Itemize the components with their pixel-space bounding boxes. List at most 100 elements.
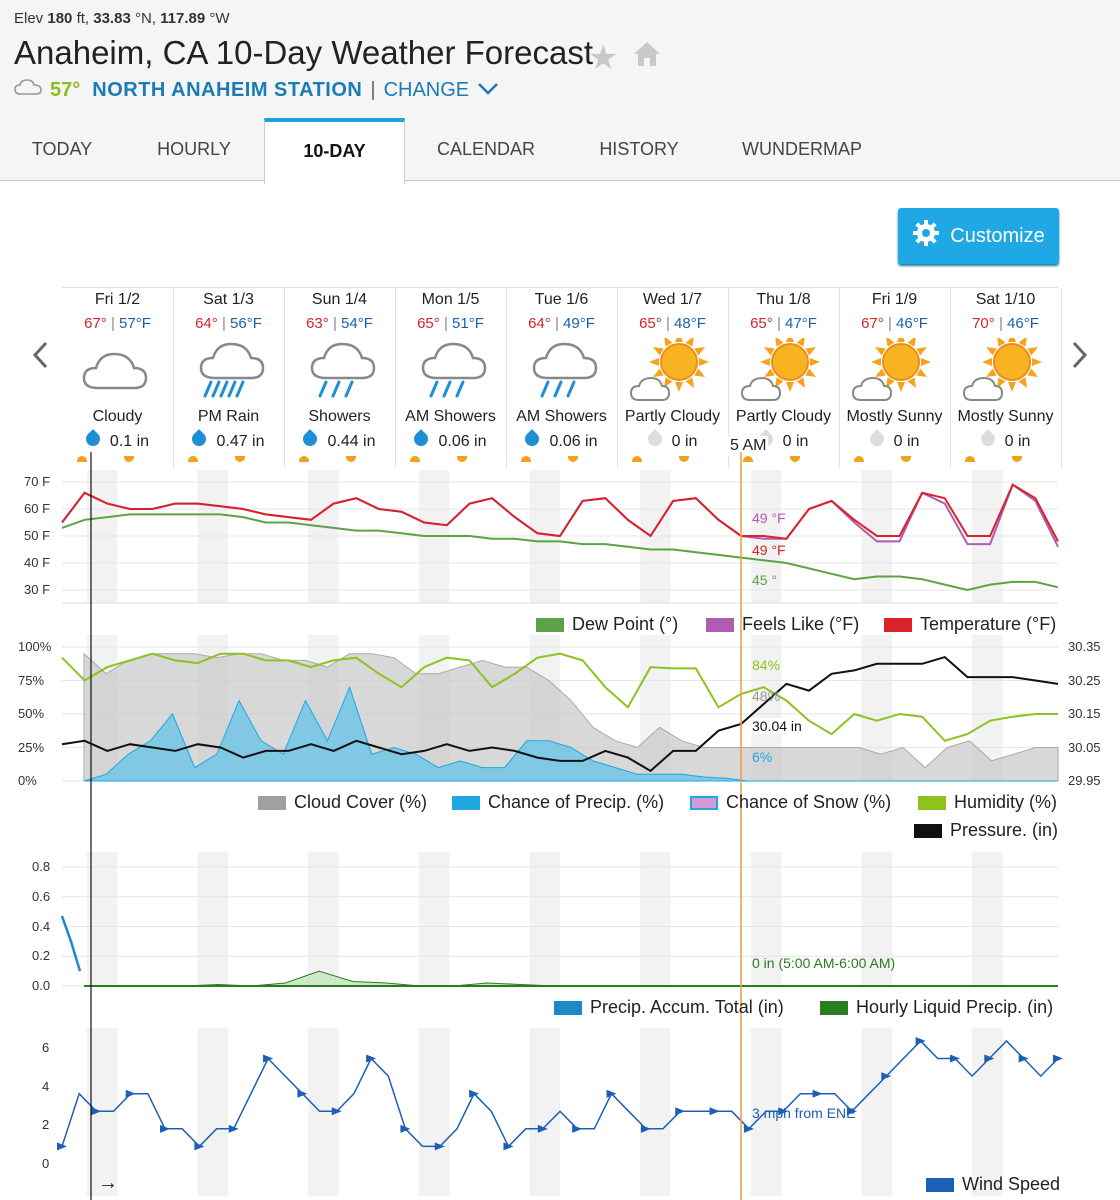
day-card[interactable]: Wed 1/7 65° | 48°F Partly Cloudy 0 in bbox=[617, 288, 729, 468]
elevation-coordinates: Elev 180 ft, 33.83 °N, 117.89 °W bbox=[14, 10, 230, 27]
legend-feels-like[interactable]: Feels Like (°F) bbox=[706, 614, 859, 635]
night-band bbox=[640, 1028, 671, 1196]
day-precip: 0 in bbox=[839, 429, 950, 451]
day-condition: Showers bbox=[308, 408, 371, 425]
day-hi-lo: 67° | 57°F bbox=[84, 315, 151, 332]
tab-hourly[interactable]: HOURLY bbox=[157, 139, 231, 159]
scroll-right-arrow-icon[interactable]: → bbox=[98, 1172, 118, 1194]
legend-humidity[interactable]: Humidity (%) bbox=[918, 792, 1057, 813]
night-band bbox=[529, 1028, 560, 1196]
legend-cloud-cover[interactable]: Cloud Cover (%) bbox=[258, 792, 427, 813]
day-card[interactable]: Tue 1/6 64° | 49°F AM Showers 0.06 in bbox=[506, 288, 618, 468]
day-precip: 0.47 in bbox=[173, 429, 284, 451]
tab-10-day[interactable]: 10-DAY bbox=[264, 118, 405, 184]
sunrise-sunset-icon bbox=[632, 456, 642, 462]
night-band bbox=[861, 470, 892, 603]
rain-icon bbox=[183, 338, 273, 409]
wind-direction-icon bbox=[1018, 1054, 1029, 1063]
wind-direction-icon bbox=[743, 1124, 754, 1133]
day-card[interactable]: Sat 1/10 70° | 46°F Mostly Sunny 0 in bbox=[950, 288, 1062, 468]
night-band bbox=[972, 1028, 1003, 1196]
day-date: Sat 1/10 bbox=[975, 291, 1036, 308]
page-title: Anaheim, CA 10-Day Weather Forecast bbox=[14, 34, 593, 71]
night-band bbox=[529, 635, 560, 781]
wind-value: 3 mph from ENE bbox=[752, 1105, 856, 1121]
dew-point-line bbox=[61, 513, 1059, 592]
legend-chance-precip[interactable]: Chance of Precip. (%) bbox=[452, 792, 664, 813]
wind-direction-icon bbox=[812, 1089, 823, 1098]
change-station-link[interactable]: CHANGE bbox=[383, 78, 470, 101]
day-condition: PM Rain bbox=[197, 408, 260, 425]
axis-tick-label: 30.15 bbox=[1068, 706, 1101, 721]
day-hi-lo: 65° | 48°F bbox=[639, 315, 706, 332]
day-date: Fri 1/9 bbox=[871, 291, 918, 308]
wind-direction-icon bbox=[91, 1107, 102, 1116]
wind-direction-icon bbox=[331, 1107, 342, 1116]
legend-pressure[interactable]: Pressure. (in) bbox=[914, 820, 1058, 841]
mostly-sunny-icon bbox=[960, 332, 1050, 409]
legend-temperature[interactable]: Temperature (°F) bbox=[884, 614, 1056, 635]
day-precip: 0.06 in bbox=[395, 429, 506, 451]
partly-cloudy-icon bbox=[627, 332, 717, 409]
day-card[interactable]: Fri 1/9 67° | 46°F Mostly Sunny 0 in bbox=[839, 288, 951, 468]
wind-direction-icon bbox=[228, 1124, 239, 1133]
day-hi-lo: 64° | 49°F bbox=[528, 315, 595, 332]
wind-direction-icon bbox=[57, 1142, 67, 1151]
wind-direction-icon bbox=[1053, 1054, 1063, 1063]
precip-chance-area bbox=[83, 685, 1058, 782]
chevron-down-icon[interactable] bbox=[477, 79, 499, 102]
day-hi-lo: 70° | 46°F bbox=[972, 315, 1039, 332]
wind-direction-icon bbox=[469, 1089, 480, 1098]
night-band bbox=[86, 470, 118, 603]
day-precip: 0 in bbox=[950, 429, 1061, 451]
wind-direction-icon bbox=[572, 1124, 583, 1133]
raindrop-icon bbox=[300, 429, 321, 449]
axis-tick-label: 4 bbox=[42, 1078, 50, 1094]
prev-days-arrow[interactable] bbox=[30, 340, 50, 378]
tab-calendar[interactable]: CALENDAR bbox=[436, 139, 536, 159]
legend-wind-speed[interactable]: Wind Speed bbox=[926, 1174, 1060, 1195]
sunrise-sunset-icon bbox=[299, 456, 309, 462]
night-band bbox=[418, 635, 450, 781]
legend-precip-accum[interactable]: Precip. Accum. Total (in) bbox=[554, 997, 784, 1018]
night-band bbox=[972, 470, 1003, 603]
raindrop-icon bbox=[866, 429, 887, 449]
day-forecast-strip: Fri 1/2 67° | 57°F Cloudy 0.1 in Sat 1/3 64° … bbox=[62, 287, 1062, 468]
partly-cloudy-icon bbox=[738, 332, 828, 409]
day-hi-lo: 65° | 51°F bbox=[417, 315, 484, 332]
day-card[interactable]: Sat 1/3 64° | 56°F PM Rain 0.47 in bbox=[173, 288, 285, 468]
customize-button[interactable]: Customize bbox=[898, 208, 1059, 264]
raindrop-icon bbox=[977, 429, 998, 449]
night-band bbox=[197, 1028, 228, 1196]
current-temp: 57° bbox=[50, 78, 81, 101]
day-date: Sun 1/4 bbox=[311, 291, 368, 308]
day-card[interactable]: Thu 1/8 65° | 47°F Partly Cloudy 0 in bbox=[728, 288, 840, 468]
legend-hourly-liquid[interactable]: Hourly Liquid Precip. (in) bbox=[820, 997, 1053, 1018]
next-days-arrow[interactable] bbox=[1070, 340, 1090, 378]
mostly-sunny-icon bbox=[849, 332, 939, 409]
axis-tick-label: 60 F bbox=[24, 501, 51, 516]
showers-icon bbox=[405, 338, 495, 409]
home-icon[interactable] bbox=[632, 40, 662, 73]
axis-tick-label: 0.2 bbox=[32, 948, 51, 964]
night-band bbox=[86, 635, 118, 781]
day-card[interactable]: Fri 1/2 67° | 57°F Cloudy 0.1 in bbox=[62, 288, 174, 468]
sunrise-sunset-icon bbox=[457, 456, 467, 462]
axis-tick-label: 50% bbox=[18, 706, 45, 721]
tab-history[interactable]: HISTORY bbox=[599, 139, 679, 159]
cursor-time-label: 5 AM bbox=[728, 436, 769, 456]
day-card[interactable]: Mon 1/5 65° | 51°F AM Showers 0.06 in bbox=[395, 288, 507, 468]
station-name[interactable]: NORTH ANAHEIM STATION bbox=[92, 78, 363, 101]
wind-direction-icon bbox=[366, 1054, 377, 1063]
day-card[interactable]: Sun 1/4 63° | 54°F Showers 0.44 in bbox=[284, 288, 396, 468]
axis-tick-label: 6 bbox=[42, 1040, 50, 1055]
day-precip: 0.1 in bbox=[62, 429, 173, 451]
tab-today[interactable]: TODAY bbox=[31, 139, 93, 159]
cloud-cover-value: 48% bbox=[752, 688, 781, 704]
legend-chance-snow[interactable]: Chance of Snow (%) bbox=[690, 792, 891, 813]
tab-wundermap[interactable]: WUNDERMAP bbox=[742, 139, 862, 159]
legend-dew-point[interactable]: Dew Point (°) bbox=[536, 614, 678, 635]
humidity-line bbox=[61, 652, 1058, 742]
favorite-star-icon[interactable]: ★ bbox=[588, 39, 619, 77]
temperature-line bbox=[61, 483, 1059, 542]
